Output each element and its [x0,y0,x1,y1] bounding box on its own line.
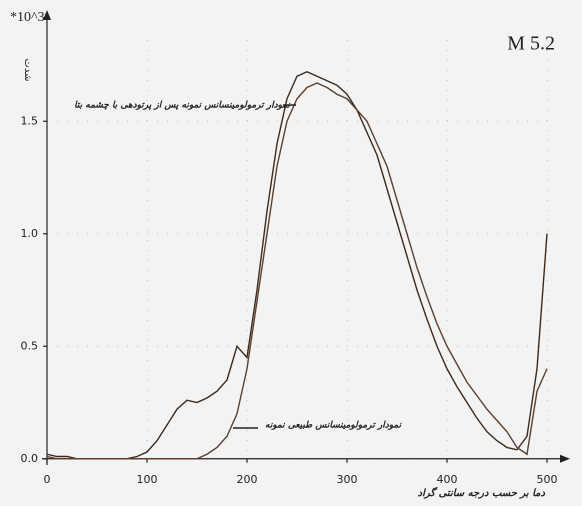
data-line [46,82,548,460]
x-tick-label: 300 [337,473,358,486]
x-tick-label: 400 [437,473,458,486]
x-tick-label: 0 [44,473,51,486]
y-tick-label: 1.5 [21,114,39,127]
y-axis-arrow [43,10,51,20]
chart-title: M 5.2 [507,33,555,55]
x-tick-label: 500 [537,473,558,486]
annotation: نمودار ترمولومینسانس نمونه پس از پرتودهی… [74,100,290,111]
y-tick-label: 1.0 [21,227,39,240]
x-tick-label: 200 [237,473,258,486]
x-axis-arrow [560,454,570,463]
y-axis-label: شدت [22,58,33,81]
y-unit: *10^3 [10,10,45,25]
x-axis-label: دما بر حسب درجه سانتی گراد [418,486,546,499]
data-line [46,70,548,460]
x-tick-label: 100 [137,473,158,486]
annotation: نمودار ترمولومینسانس طبیعی نمونه [265,420,402,431]
y-tick-label: 0.5 [21,339,39,352]
y-tick-label: 0.0 [21,452,39,465]
